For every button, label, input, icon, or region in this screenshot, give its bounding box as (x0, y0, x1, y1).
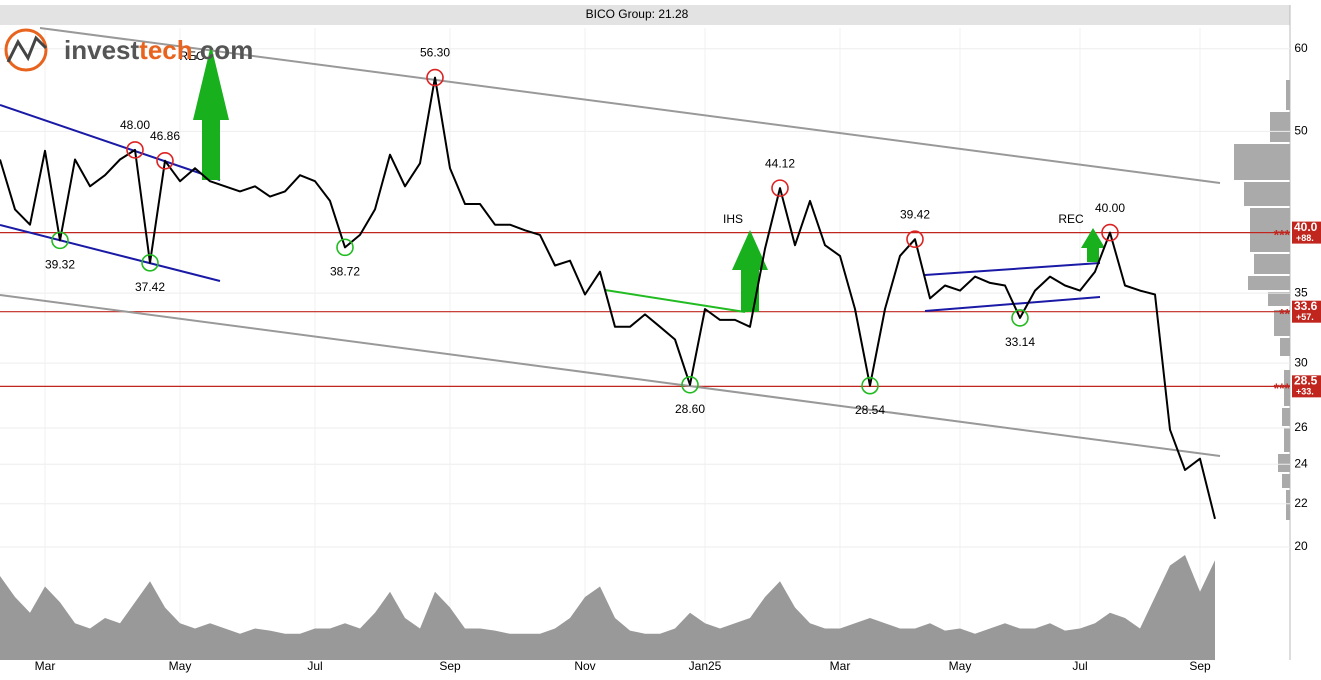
value-label: 28.60 (675, 402, 705, 416)
value-label: 39.42 (900, 207, 930, 221)
peak-marker (906, 230, 924, 249)
x-tick-label: Mar (35, 659, 56, 673)
y-tick-label: 30 (1294, 355, 1308, 369)
value-label: 39.32 (45, 258, 75, 272)
level-mark: ** (1279, 305, 1290, 321)
value-label: 56.30 (420, 46, 450, 60)
x-tick-label: Sep (439, 659, 461, 673)
level-label: 33.6 (1294, 299, 1318, 313)
logo-text: investtech.com (64, 35, 253, 65)
y-tick-label: 24 (1294, 456, 1308, 470)
volume-profile (1234, 80, 1290, 520)
pattern-label: REC (1058, 212, 1084, 226)
level-mark: *** (1274, 226, 1291, 242)
x-tick-label: Mar (830, 659, 851, 673)
trough-marker (141, 254, 159, 272)
peak-marker (1101, 223, 1119, 242)
peak-marker (156, 152, 174, 170)
trough-marker (51, 231, 69, 250)
title-bar (0, 5, 1290, 25)
y-tick-label: 60 (1294, 41, 1308, 55)
y-tick-label: 20 (1294, 539, 1308, 553)
level-label: 40.0 (1294, 220, 1318, 234)
trend-lines (0, 27, 1221, 457)
x-tick-label: Jul (307, 659, 322, 673)
level-change: +88. (1296, 233, 1314, 243)
trough-marker (1011, 309, 1029, 327)
peak-marker (771, 179, 789, 197)
trough-marker (681, 375, 699, 394)
chart-title: BICO Group: 21.28 (586, 7, 689, 21)
value-label: 37.42 (135, 280, 165, 294)
y-tick-label: 26 (1294, 420, 1308, 434)
value-label: 33.14 (1005, 335, 1035, 349)
pattern-label: IHS (723, 212, 743, 226)
volume-area (0, 555, 1215, 660)
level-change: +33. (1296, 387, 1314, 397)
peak-marker (426, 68, 444, 87)
value-label: 46.86 (150, 129, 180, 143)
level-change: +57. (1296, 312, 1314, 322)
level-tag (1292, 221, 1321, 244)
x-tick-label: Sep (1189, 659, 1211, 673)
value-label: 40.00 (1095, 201, 1125, 215)
y-tick-label: 50 (1294, 124, 1308, 138)
level-tag (1292, 300, 1321, 323)
level-label: 28.5 (1294, 374, 1318, 388)
y-tick-label: 35 (1294, 285, 1308, 299)
price-line (0, 76, 1216, 520)
x-tick-label: Jan25 (689, 659, 722, 673)
signal-arrows (193, 45, 1105, 312)
x-tick-label: May (949, 659, 972, 673)
logo-part: invest (64, 35, 139, 65)
pattern-label: REC (179, 49, 205, 63)
value-label: 44.12 (765, 156, 795, 170)
level-tag (1292, 375, 1321, 398)
trough-marker (861, 376, 879, 395)
y-tick-label: 22 (1294, 496, 1308, 510)
trough-marker (336, 238, 354, 257)
value-label: 48.00 (120, 118, 150, 132)
logo-part: tech (139, 35, 192, 65)
value-label: 28.54 (855, 403, 885, 417)
logo-part: .com (193, 35, 254, 65)
value-label: 38.72 (330, 265, 360, 279)
x-tick-label: Nov (574, 659, 595, 673)
level-mark: *** (1274, 380, 1291, 396)
peak-marker (126, 141, 144, 159)
x-tick-label: Jul (1072, 659, 1087, 673)
logo: investtech.com (4, 28, 253, 72)
x-tick-label: May (169, 659, 192, 673)
